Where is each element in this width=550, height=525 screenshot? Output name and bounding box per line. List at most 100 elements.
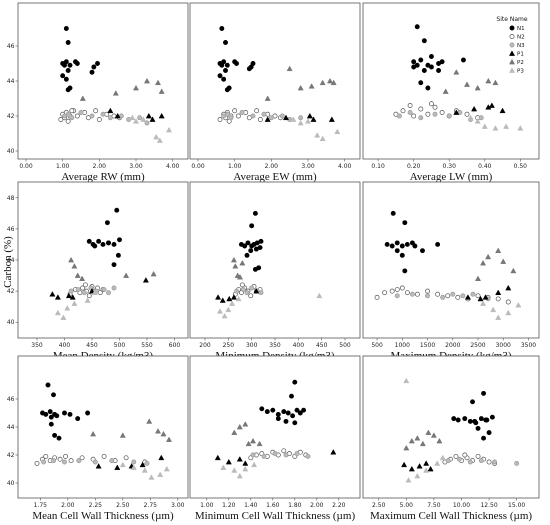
legend: Site Name N1 N2 N3 P1 P2 P3 (496, 16, 527, 75)
y-tick-label: 44 (7, 257, 15, 264)
data-point (242, 460, 249, 466)
data-point (232, 59, 238, 65)
data-point (51, 392, 56, 398)
data-point (283, 418, 289, 424)
data-point (436, 68, 442, 73)
series-p1 (215, 287, 260, 303)
x-tick-label: 2000 (445, 342, 460, 349)
series-n1 (259, 379, 307, 426)
data-point (100, 111, 106, 117)
legend-marker (508, 50, 516, 56)
x-axis-label: Average RW (mm) (61, 171, 145, 183)
data-point (405, 477, 412, 483)
series-p2 (264, 65, 337, 101)
data-point (63, 26, 69, 31)
series-p3 (467, 114, 524, 131)
data-point (396, 113, 402, 119)
data-point (88, 287, 96, 294)
data-point (490, 306, 497, 313)
data-point (63, 59, 69, 65)
data-point (132, 118, 140, 124)
x-tick-label: 0.50 (514, 163, 528, 170)
x-tick-label: 1.00 (228, 163, 242, 170)
data-point (107, 115, 113, 121)
data-point (67, 62, 73, 68)
data-point (69, 108, 75, 114)
data-point (131, 459, 137, 465)
data-point (404, 290, 410, 296)
data-point (73, 59, 78, 65)
series-p1 (464, 284, 512, 302)
data-point (79, 275, 86, 281)
data-point (249, 223, 255, 229)
data-point (234, 288, 240, 294)
data-point (130, 464, 137, 470)
data-point (112, 90, 119, 96)
data-point (230, 294, 237, 300)
series-n1 (384, 210, 441, 274)
data-point (154, 428, 162, 434)
data-point (253, 287, 260, 294)
scatter-panel-3: 0.10 0.20 0.30 0.40 0.50 Average LW (mm) (362, 2, 540, 183)
data-point (256, 440, 263, 447)
x-tick-label: 3.00 (129, 163, 143, 170)
data-point (258, 238, 264, 244)
scatter-panel-1: 0.00 1.00 2.00 3.00 4.00 40 42 44 46 Average RW (… (7, 2, 189, 183)
data-point (460, 293, 466, 299)
scatter-panels: 0.00 1.00 2.00 3.00 4.00 40 42 44 46 Average RW (… (7, 2, 540, 522)
x-tick-label: 400 (293, 342, 305, 349)
data-point (330, 449, 337, 455)
data-point (86, 238, 92, 244)
data-point (436, 437, 443, 444)
data-point (221, 76, 227, 82)
data-point (49, 291, 56, 297)
series-p3 (54, 289, 98, 320)
data-point (423, 467, 430, 473)
x-tick-label: 2.00 (265, 163, 279, 170)
data-point (477, 295, 484, 302)
data-point (45, 382, 51, 388)
x-tick-label: 3.00 (301, 163, 315, 170)
data-point (416, 463, 423, 469)
data-point (41, 459, 47, 465)
data-point (111, 262, 117, 268)
data-point (482, 294, 489, 300)
data-point (217, 73, 223, 79)
data-point (144, 120, 150, 126)
data-point (230, 256, 237, 263)
data-point (399, 252, 405, 258)
data-point (68, 288, 74, 294)
x-tick-label: 4.00 (338, 163, 352, 170)
data-point (470, 399, 475, 405)
legend-marker (508, 67, 516, 73)
data-point (503, 123, 510, 129)
y-tick-label: 42 (7, 113, 15, 120)
y-tick-label: 40 (7, 148, 15, 155)
data-point (253, 246, 259, 252)
data-point (474, 118, 481, 124)
data-point (403, 444, 410, 451)
panel-frame (189, 2, 361, 160)
y-tick-label: 48 (7, 195, 15, 202)
scatter-panel-7: 1.75 2.00 2.25 2.50 2.75 3.00 40 42 44 46 Mean Cel… (7, 355, 189, 522)
x-tick-label: 3500 (521, 342, 536, 349)
data-point (223, 68, 228, 73)
data-point (481, 390, 487, 396)
x-tick-label: 5.00 (400, 502, 414, 509)
data-point (54, 413, 60, 419)
legend-label: N2 (517, 35, 525, 41)
data-point (478, 458, 484, 464)
data-point (420, 248, 425, 254)
series-p3 (403, 377, 446, 483)
x-tick-label: 0.20 (407, 163, 421, 170)
data-point (264, 95, 271, 101)
panel-frame (17, 181, 189, 339)
data-point (259, 406, 265, 412)
legend-marker (509, 25, 515, 31)
data-point (294, 451, 300, 457)
data-point (407, 103, 413, 108)
legend-label: P3 (517, 69, 524, 75)
data-point (107, 107, 114, 114)
panel-frame (362, 355, 540, 499)
data-point (505, 299, 511, 305)
